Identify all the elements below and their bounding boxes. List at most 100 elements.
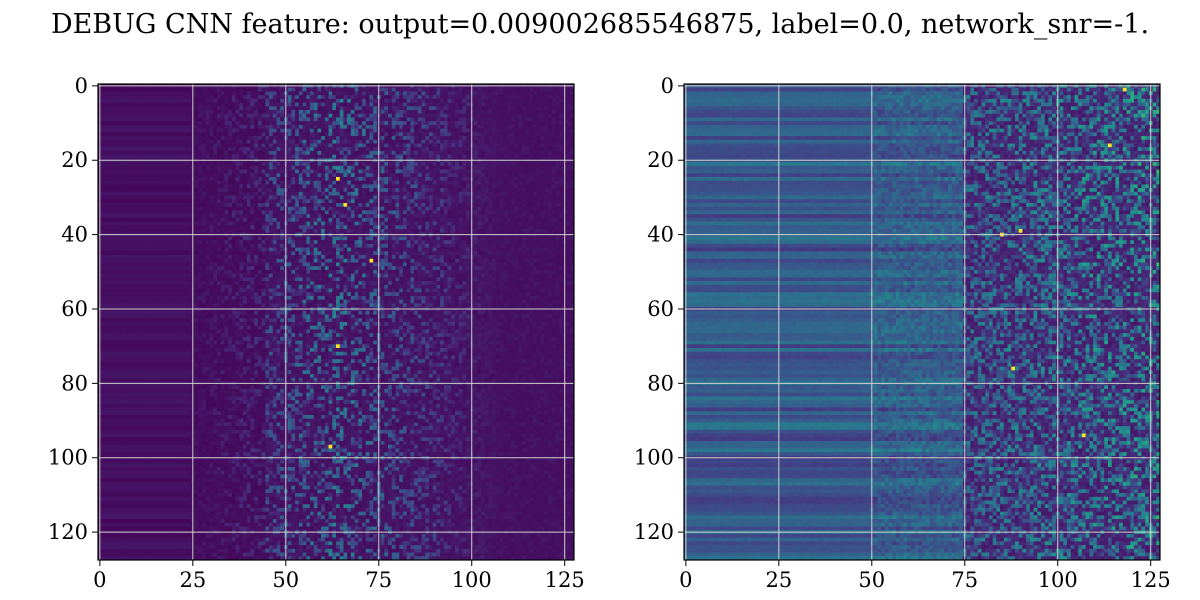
heatmap-cell (533, 165, 538, 170)
heatmap-cell (153, 150, 158, 156)
heatmap-cell (287, 217, 292, 222)
heatmap-cell (112, 217, 117, 222)
heatmap-cell (544, 150, 549, 156)
heatmap-cell (503, 143, 508, 148)
heatmap-cell (399, 188, 404, 193)
heatmap-cell (142, 173, 147, 178)
heatmap-cell (481, 191, 486, 196)
heatmap-cell (235, 132, 240, 137)
heatmap-cell (525, 117, 530, 122)
heatmap-cell (161, 110, 166, 115)
heatmap-cell (473, 221, 478, 226)
heatmap-cell (306, 191, 311, 196)
heatmap-cell (265, 162, 270, 167)
heatmap-cell (477, 95, 482, 100)
heatmap-cell (462, 154, 467, 159)
heatmap-cell (362, 143, 367, 148)
heatmap-cell (157, 162, 162, 167)
heatmap-cell (138, 180, 144, 185)
heatmap-cell (350, 150, 355, 156)
heatmap-cell (525, 165, 530, 170)
heatmap-cell (421, 117, 426, 122)
heatmap-cell (555, 98, 560, 103)
heatmap-cell (313, 154, 318, 159)
heatmap-cell (440, 117, 445, 122)
heatmap-cell (417, 206, 422, 211)
heatmap-cell (365, 95, 370, 100)
heatmap-cell (153, 165, 158, 170)
heatmap-cell (172, 203, 177, 208)
heatmap-cell (443, 184, 448, 189)
heatmap-cell (347, 102, 352, 107)
heatmap-cell (198, 106, 203, 111)
heatmap-cell (295, 98, 300, 103)
heatmap-cell (559, 87, 564, 92)
heatmap-cell (135, 87, 140, 92)
heatmap-cell (302, 221, 307, 226)
heatmap-cell (250, 188, 255, 193)
heatmap-cell (176, 128, 181, 133)
heatmap-cell (432, 121, 437, 126)
heatmap-cell (336, 117, 341, 122)
heatmap-cell (432, 117, 437, 122)
heatmap-cell (477, 176, 482, 182)
heatmap-cell (488, 98, 493, 103)
heatmap-cell (261, 225, 266, 230)
heatmap-cell (410, 128, 415, 133)
heatmap-cell (555, 173, 560, 178)
heatmap-cell (302, 217, 307, 222)
heatmap-cell (533, 102, 538, 107)
heatmap-cell (138, 128, 144, 133)
heatmap-cell (481, 221, 486, 226)
heatmap-cell (395, 203, 400, 208)
heatmap-cell (347, 195, 352, 200)
heatmap-cell (339, 132, 344, 137)
heatmap-cell (358, 113, 363, 118)
heatmap-cell (135, 195, 140, 200)
heatmap-cell (309, 147, 315, 152)
heatmap-cell (499, 139, 504, 144)
heatmap-cell (339, 162, 344, 167)
heatmap-cell (354, 169, 359, 174)
heatmap-cell (492, 110, 497, 115)
heatmap-cell (358, 154, 363, 159)
heatmap-cell (124, 110, 129, 115)
heatmap-cell (224, 206, 229, 211)
heatmap-cell (124, 191, 129, 196)
heatmap-cell (231, 176, 236, 182)
heatmap-cell (547, 117, 553, 122)
heatmap-cell (287, 113, 292, 118)
heatmap-cell (176, 113, 181, 118)
heatmap-cell (551, 91, 556, 96)
heatmap-cell (347, 169, 352, 174)
heatmap-cell (231, 210, 236, 215)
heatmap-cell (116, 113, 121, 118)
heatmap-cell (462, 98, 467, 103)
heatmap-cell (138, 91, 144, 96)
heatmap-cell (239, 203, 244, 208)
heatmap-cell (336, 132, 341, 137)
heatmap-cell (388, 176, 393, 182)
heatmap-cell (131, 117, 136, 122)
heatmap-cell (109, 95, 114, 100)
heatmap-cell (570, 117, 575, 122)
heatmap-cell (131, 191, 136, 196)
heatmap-cell (150, 203, 155, 208)
heatmap-cell (328, 221, 333, 226)
heatmap-cell (187, 110, 192, 115)
heatmap-cell (570, 121, 575, 126)
heatmap-cell (507, 124, 512, 130)
heatmap-cell (492, 117, 497, 122)
heatmap-cell (224, 169, 229, 174)
heatmap-cell (495, 136, 501, 141)
heatmap-cell (150, 143, 155, 148)
heatmap-cell (328, 188, 333, 193)
heatmap-cell (384, 154, 389, 159)
heatmap-cell (198, 165, 203, 170)
heatmap-cell (269, 162, 274, 167)
heatmap-cell (231, 136, 236, 141)
heatmap-cell (507, 214, 512, 219)
heatmap-cell (309, 132, 315, 137)
heatmap-cell (176, 176, 181, 182)
heatmap-cell (354, 95, 359, 100)
